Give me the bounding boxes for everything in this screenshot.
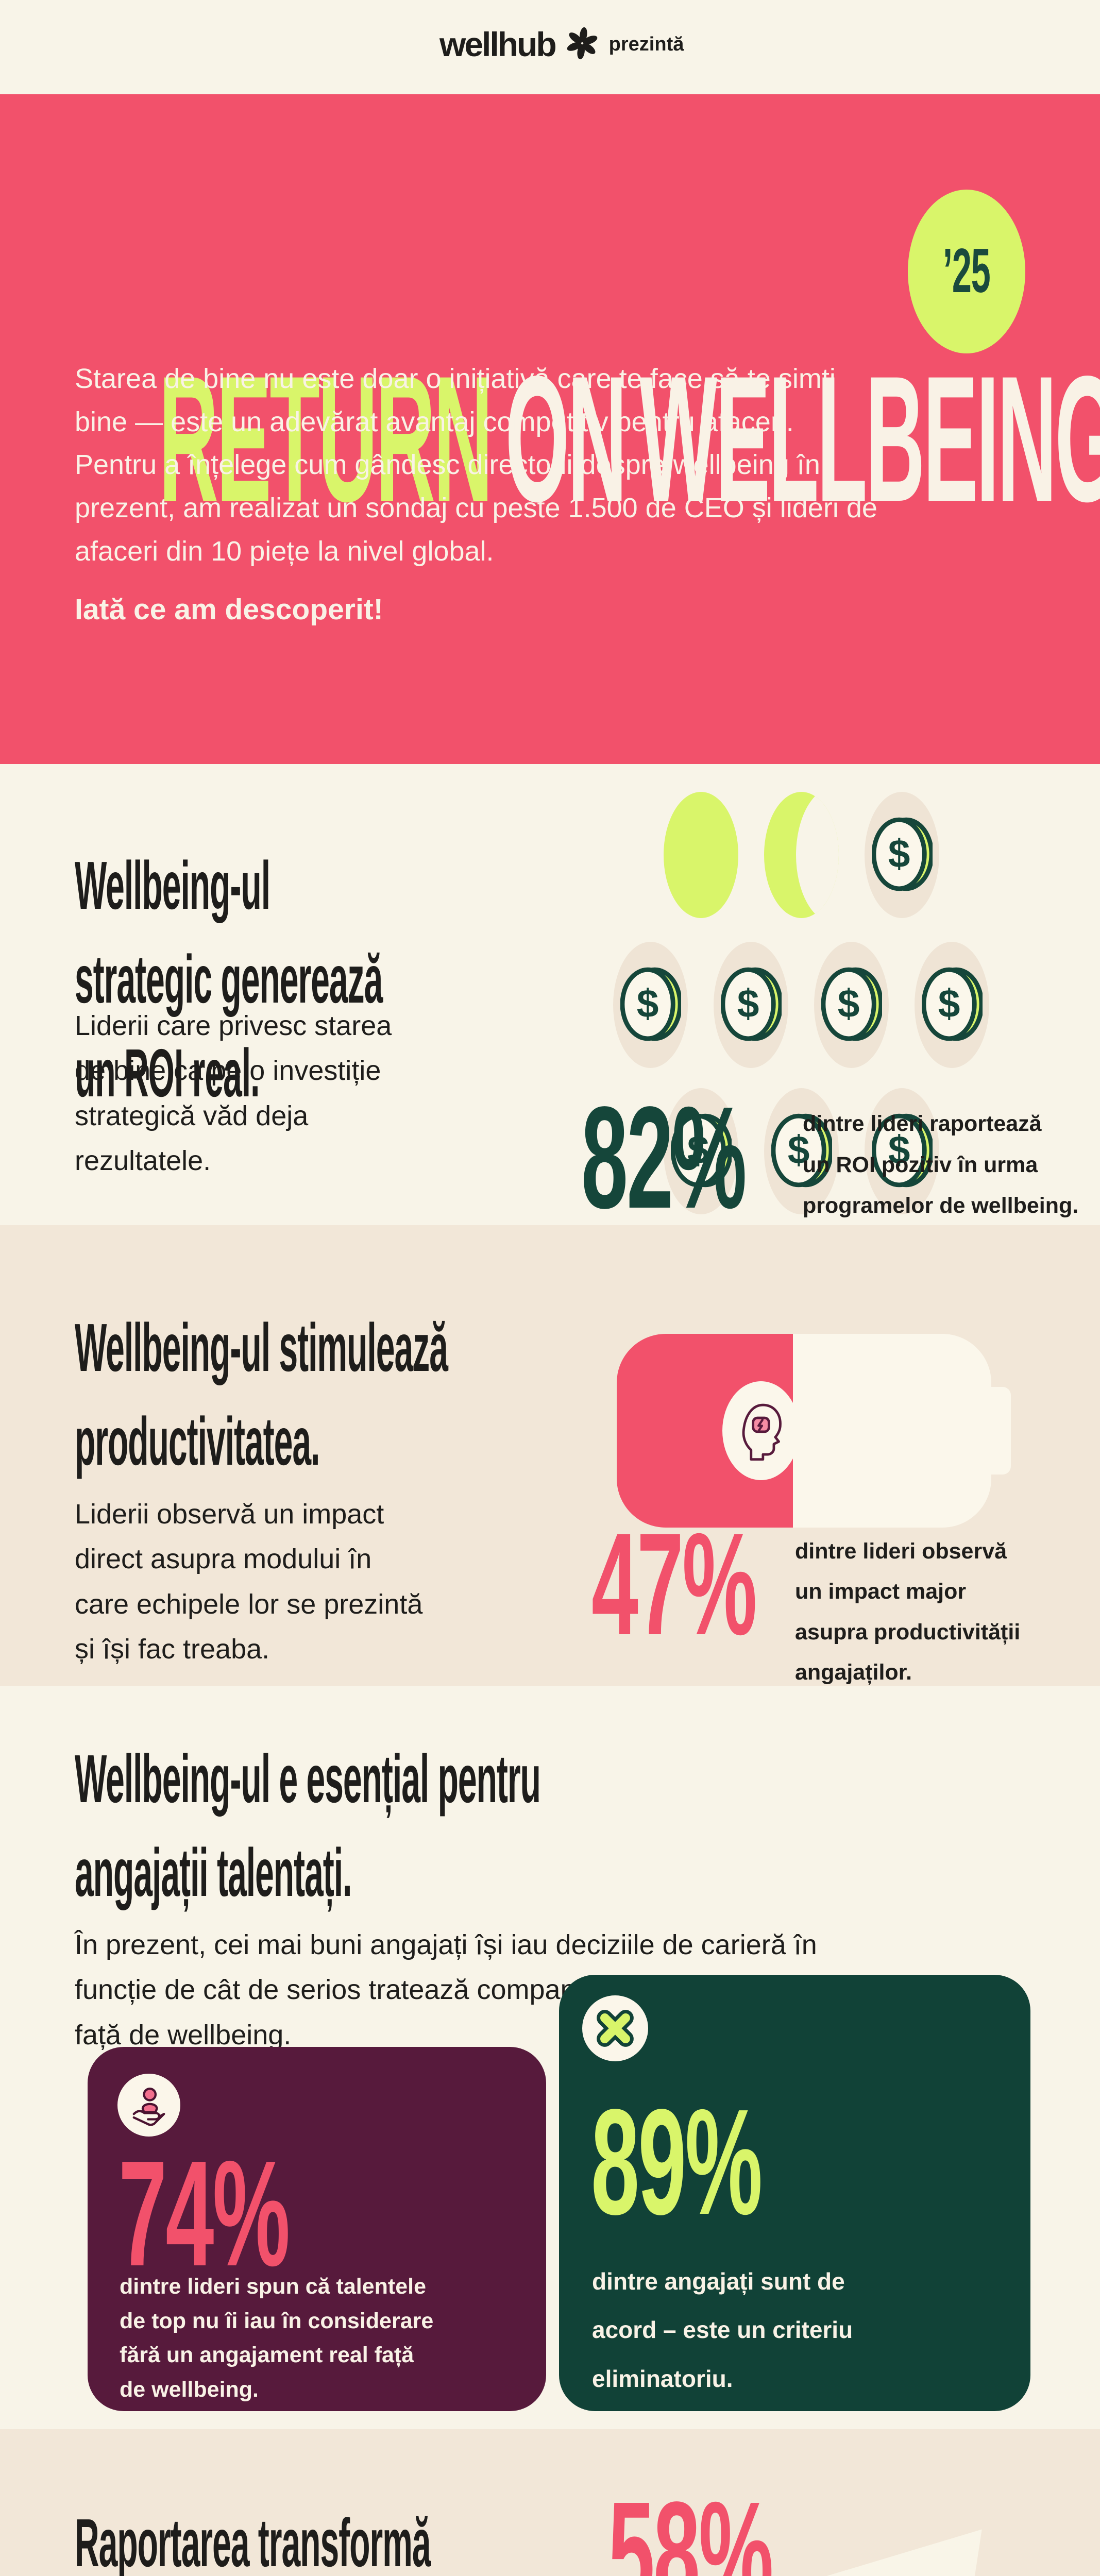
coin-icon: [764, 1088, 839, 1214]
lime-dot-partial: [764, 792, 839, 918]
coin-icon: [915, 942, 989, 1068]
person-care-icon: [117, 2074, 180, 2137]
coin-icon: [865, 792, 939, 918]
productivity-stat-value: 47%: [591, 1503, 757, 1665]
talent-body: În prezent, cei mai buni angajați își ia…: [75, 1929, 817, 2050]
brand-wordmark: wellhub: [439, 25, 557, 63]
reporting-stat-value: 58%: [608, 2471, 774, 2576]
coin-icon: [865, 1088, 939, 1214]
talent-employees-value: 89%: [591, 2078, 763, 2246]
hero-title-on: ON: [505, 338, 627, 539]
coin-icon: [814, 942, 889, 1068]
hero-year-label: ’25: [943, 235, 991, 306]
reporting-heading: Raportarea transformă perspectiva în inv…: [75, 2505, 431, 2576]
lime-dot-full: [664, 792, 738, 918]
coin-icon: [664, 1088, 738, 1214]
growth-arrow-icon: [815, 2529, 982, 2576]
productivity-stat-caption: dintre lideri observă un impact major as…: [795, 1539, 1021, 1685]
header-presents-label: prezintă: [608, 33, 684, 55]
roi-heading: Wellbeing-ul strategic generează un ROI …: [75, 848, 383, 1111]
talent-employees-caption: dintre angajați sunt de acord – este un …: [592, 2268, 853, 2392]
productivity-heading: Wellbeing-ul stimulează productivitatea.: [75, 1310, 448, 1480]
talent-heading: Wellbeing-ul e esențial pentru angajații…: [75, 1741, 541, 1911]
hero-kicker: Iată ce am descoperit!: [75, 593, 383, 626]
coin-icon: [714, 942, 788, 1068]
pinwheel-icon: [566, 27, 599, 62]
hero-title-wellbeing: WELLBEING: [639, 338, 1100, 539]
coin-icon: [613, 942, 688, 1068]
roi-stat-value: 82%: [581, 1076, 747, 1239]
productivity-body: Liderii observă un impact direct asupra …: [75, 1499, 423, 1665]
head-energy-icon: [722, 1381, 800, 1480]
header-logo: wellhub prezintă: [439, 25, 684, 64]
talent-card-employees: 89% dintre angajați sunt de acord – este…: [559, 1975, 1030, 2411]
hero-band: [0, 94, 1100, 764]
hero-year-badge: ’25: [908, 190, 1025, 353]
header-band: [0, 0, 1100, 94]
talent-leaders-caption: dintre lideri spun că talentele de top n…: [120, 2274, 434, 2402]
roi-stat-caption: dintre lideri raportează un ROI pozitiv …: [803, 1111, 1079, 1218]
hero-title-return: RETURN: [159, 338, 493, 539]
hero-paragraph: Starea de bine nu este doar o inițiativă…: [75, 363, 877, 567]
battery-gauge: [617, 1334, 1011, 1528]
x-icon: [582, 1995, 648, 2061]
talent-leaders-value: 74%: [119, 2129, 290, 2297]
hero-title: RETURNONWELLBEING: [75, 192, 1100, 686]
roi-body: Liderii care privesc starea de bine ca p…: [75, 1010, 392, 1177]
talent-card-leaders: 74% dintre lideri spun că talentele de t…: [88, 2047, 546, 2411]
